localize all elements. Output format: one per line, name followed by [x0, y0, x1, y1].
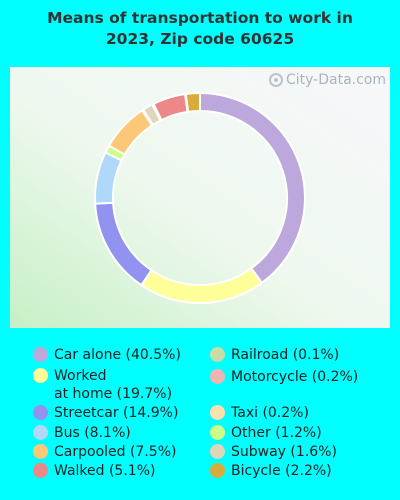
- legend-label: Worked at home (19.7%): [54, 368, 173, 402]
- chart-title: Means of transportation to work in 2023,…: [47, 9, 353, 48]
- legend-swatch: [210, 463, 225, 478]
- legend-label: Streetcar (14.9%): [54, 405, 179, 421]
- legend-swatch: [210, 444, 225, 459]
- legend-label: Taxi (0.2%): [231, 405, 309, 421]
- legend-item: Other (1.2%): [210, 424, 322, 442]
- legend-swatch: [210, 347, 225, 362]
- legend-label: Bus (8.1%): [54, 425, 131, 441]
- legend-item: Worked at home (19.7%): [33, 367, 172, 403]
- watermark: City-Data.com: [268, 72, 386, 88]
- legend-label: Carpooled (7.5%): [54, 444, 177, 460]
- legend-item: Taxi (0.2%): [210, 404, 309, 422]
- legend-label: Walked (5.1%): [54, 463, 156, 479]
- legend-swatch: [33, 444, 48, 459]
- legend-swatch: [33, 425, 48, 440]
- legend-item: Subway (1.6%): [210, 443, 337, 461]
- legend-swatch: [210, 425, 225, 440]
- legend-item: Motorcycle (0.2%): [210, 368, 358, 386]
- legend-label: Other (1.2%): [231, 425, 322, 441]
- legend-label: Motorcycle (0.2%): [231, 369, 359, 385]
- legend-swatch: [210, 405, 225, 420]
- legend-swatch: [33, 368, 48, 383]
- legend-item: Streetcar (14.9%): [33, 404, 178, 422]
- legend-item: Carpooled (7.5%): [33, 443, 176, 461]
- donut-slices: [94, 91, 306, 304]
- legend-label: Railroad (0.1%): [231, 347, 340, 363]
- legend-label: Subway (1.6%): [231, 444, 337, 460]
- legend-item: Car alone (40.5%): [33, 346, 181, 364]
- legend-item: Bicycle (2.2%): [210, 462, 332, 480]
- legend-label: Car alone (40.5%): [54, 347, 181, 363]
- legend-item: Bus (8.1%): [33, 424, 131, 442]
- legend-swatch: [33, 347, 48, 362]
- legend-item: Walked (5.1%): [33, 462, 155, 480]
- legend-label: Bicycle (2.2%): [231, 463, 332, 479]
- slice-bicycle: [184, 91, 201, 113]
- legend-swatch: [210, 369, 225, 384]
- legend-item: Railroad (0.1%): [210, 346, 339, 364]
- search-icon: [268, 73, 283, 87]
- legend-swatch: [33, 463, 48, 478]
- legend-swatch: [33, 405, 48, 420]
- watermark-text: City-Data.com: [285, 72, 386, 88]
